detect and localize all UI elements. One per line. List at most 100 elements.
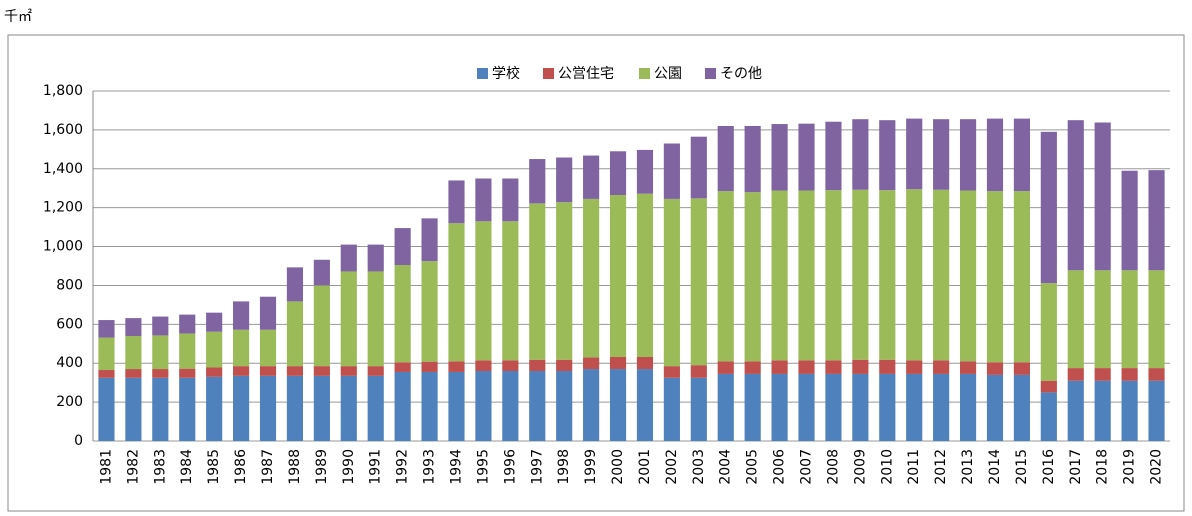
bar-segment — [179, 314, 196, 334]
legend-label: 学校 — [492, 65, 520, 82]
y-tick-label: 1,200 — [43, 200, 83, 216]
bar-segment — [959, 190, 977, 362]
bar-segment — [1094, 380, 1111, 441]
legend-label: その他 — [720, 66, 762, 82]
y-tick-label: 800 — [56, 277, 83, 293]
bar-segment — [825, 373, 842, 441]
x-tick-label: 1991 — [368, 449, 384, 485]
legend-swatch — [705, 68, 716, 79]
bar-segment — [313, 285, 330, 367]
bar-segment — [959, 119, 977, 191]
bar-segment — [206, 376, 223, 441]
bar-segment — [771, 360, 788, 374]
x-tick-label: 2014 — [987, 449, 1003, 485]
bar-segment — [286, 375, 304, 441]
x-tick-label: 1992 — [395, 449, 411, 485]
bar-segment — [1040, 380, 1057, 393]
bar-segment — [475, 178, 492, 222]
bar-segment — [502, 178, 519, 222]
bar-segment — [771, 373, 788, 441]
bar-segment — [475, 221, 492, 361]
bar-segment — [233, 329, 250, 367]
legend-swatch — [477, 68, 488, 79]
x-tick-label: 2008 — [825, 449, 841, 485]
x-tick-label: 2017 — [1068, 449, 1084, 485]
bar-segment — [798, 360, 815, 374]
bar-segment — [394, 362, 411, 372]
bar-segment — [906, 118, 923, 190]
bar-segment — [879, 190, 896, 360]
bar-segment — [906, 189, 923, 361]
bar-segment — [259, 296, 277, 330]
bar-segment — [448, 361, 465, 372]
bar-segment — [125, 377, 142, 441]
bar-segment — [1067, 368, 1084, 381]
bar-segment — [1148, 170, 1165, 271]
bar-segment — [421, 218, 438, 262]
x-tick-label: 1982 — [125, 449, 141, 485]
bar-segment — [556, 371, 573, 441]
bar-segment — [798, 190, 815, 361]
x-tick-label: 2007 — [799, 449, 815, 485]
y-tick-label: 0 — [74, 433, 83, 449]
y-tick-label: 1,000 — [43, 239, 83, 255]
x-tick-label: 2004 — [718, 449, 734, 485]
x-tick-label: 2006 — [772, 449, 788, 485]
bar-segment — [448, 371, 465, 441]
bar-segment — [367, 375, 384, 441]
bar-segment — [1094, 368, 1111, 381]
unit-label: 千㎡ — [4, 9, 32, 25]
bar-segment — [421, 371, 438, 441]
bar-segment — [744, 361, 761, 374]
bar-segment — [1040, 392, 1057, 441]
bar-segment — [152, 377, 169, 441]
bar-segment — [1094, 122, 1111, 271]
legend-label: 公営住宅 — [558, 66, 614, 82]
bar-segment — [959, 361, 977, 374]
bar-segment — [609, 369, 627, 441]
bar-segment — [1013, 191, 1030, 363]
bar-segment — [259, 366, 277, 376]
bar-segment — [1148, 270, 1165, 369]
y-tick-label: 1,800 — [43, 83, 83, 99]
bar-segment — [556, 202, 573, 360]
x-tick-label: 1990 — [341, 449, 357, 485]
bar-segment — [529, 359, 546, 371]
bar-segment — [717, 126, 734, 192]
bar-segment — [367, 244, 384, 272]
bar-segment — [771, 190, 788, 361]
x-tick-label: 1998 — [556, 449, 572, 485]
bar-segment — [1121, 170, 1138, 271]
bar-segment — [1094, 270, 1111, 369]
bar-segment — [152, 369, 169, 378]
bar-segment — [798, 373, 815, 441]
bar-segment — [717, 373, 734, 441]
bar-segment — [1148, 380, 1165, 441]
bar-segment — [771, 124, 788, 191]
bar-segment — [744, 373, 761, 441]
bar-segment — [583, 369, 600, 441]
bar-segment — [583, 357, 600, 370]
x-tick-label: 1993 — [422, 449, 438, 485]
bar-segment — [556, 157, 573, 203]
bar-segment — [906, 360, 923, 374]
bar-segment — [367, 366, 384, 376]
bar-segment — [825, 121, 842, 191]
bar-segment — [206, 331, 223, 368]
bar-segment — [259, 375, 277, 441]
bar-segment — [1067, 120, 1084, 271]
bar-segment — [529, 371, 546, 441]
bar-segment — [421, 361, 438, 372]
bar-segment — [986, 374, 1004, 441]
x-tick-label: 2018 — [1095, 449, 1111, 485]
bar-segment — [98, 377, 115, 441]
bar-segment — [609, 357, 627, 370]
bar-segment — [1040, 131, 1057, 284]
bar-segment — [1013, 362, 1030, 375]
x-tick-label: 1981 — [98, 449, 114, 485]
bar-segment — [286, 267, 304, 302]
bar-segment — [313, 366, 330, 376]
bar-segment — [179, 333, 196, 369]
x-tick-label: 1985 — [206, 449, 222, 485]
